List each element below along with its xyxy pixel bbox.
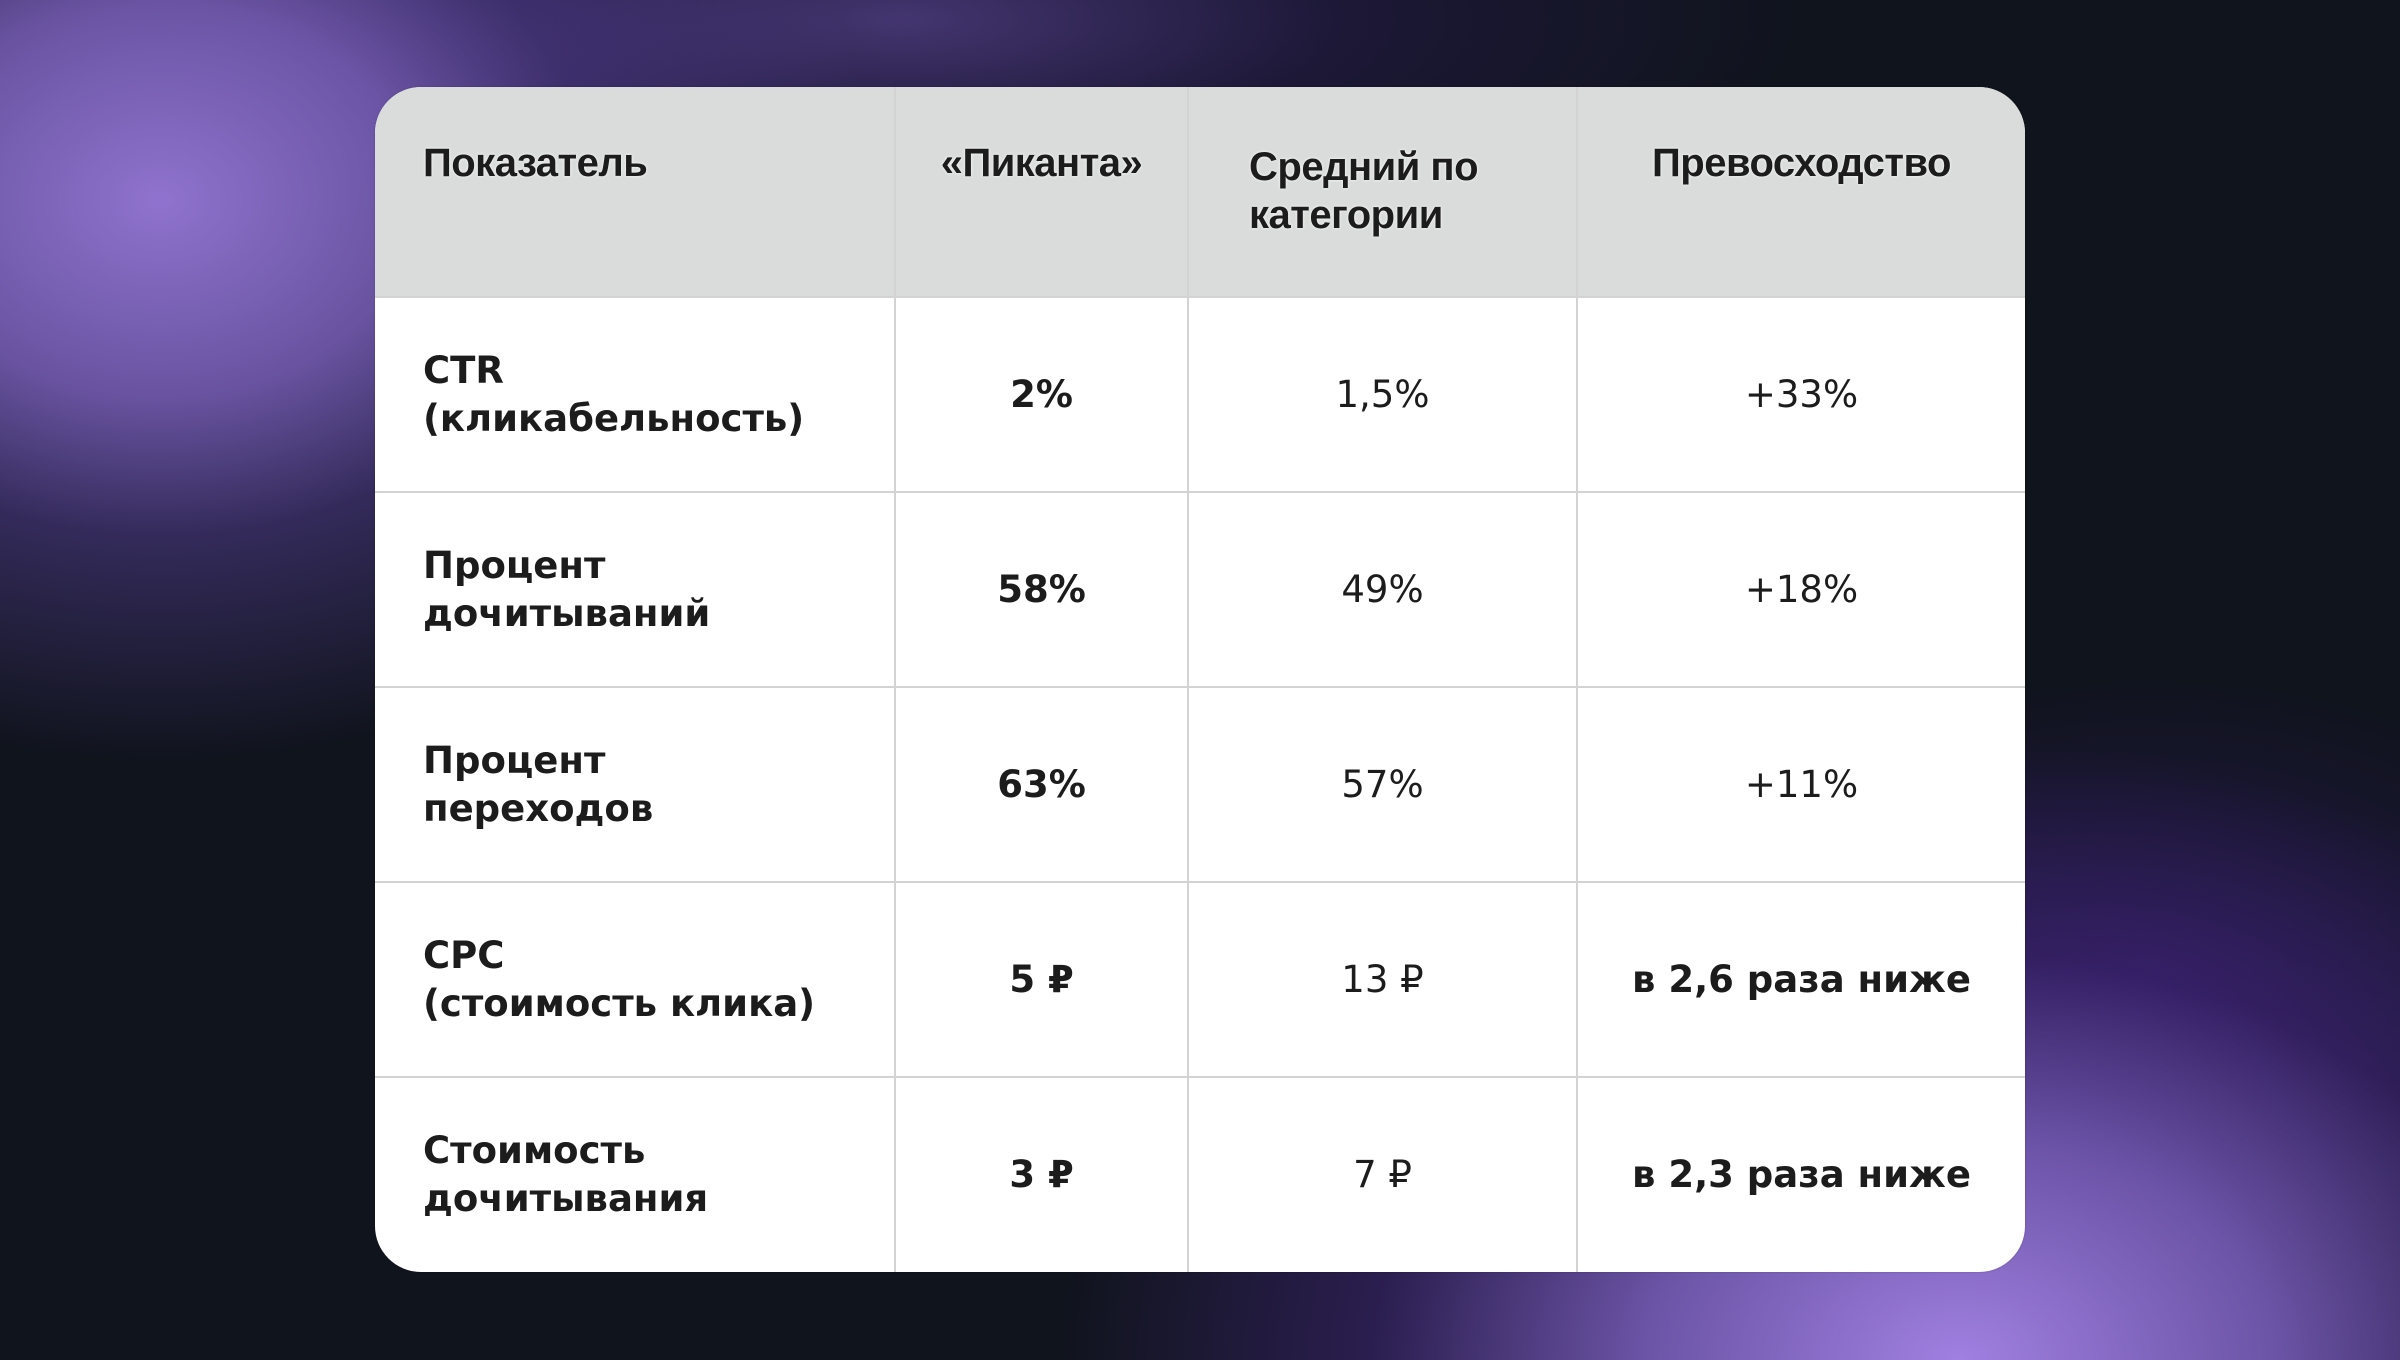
table-row: Процент дочитываний 58% 49% +18%: [375, 491, 2025, 687]
advantage-value: +11%: [1576, 686, 2025, 882]
table-row: Процент переходов 63% 57% +11%: [375, 686, 2025, 882]
header-brand: «Пиканта»: [894, 87, 1188, 297]
metric-name: CPC: [423, 933, 505, 977]
header-metric: Показатель: [375, 87, 895, 297]
metric-description: переходов: [423, 786, 654, 830]
brand-value: 3 ₽: [894, 1076, 1188, 1272]
header-category-average: Средний по категории: [1187, 87, 1577, 297]
brand-value: 63%: [894, 686, 1188, 882]
metric-description: (кликабельность): [423, 396, 805, 440]
brand-value: 5 ₽: [894, 881, 1188, 1077]
category-average-value: 57%: [1187, 686, 1577, 882]
brand-value: 2%: [894, 296, 1188, 492]
advantage-value: +18%: [1576, 491, 2025, 687]
metric-name: Стоимость: [423, 1129, 646, 1172]
metric-cell: Стоимость дочитывания: [375, 1076, 895, 1272]
category-average-value: 49%: [1187, 491, 1577, 687]
advantage-value: в 2,3 раза ниже: [1576, 1076, 2025, 1272]
comparison-table-card: Показатель «Пиканта» Средний по категори…: [375, 87, 2025, 1272]
table-row: CPC (стоимость клика) 5 ₽ 13 ₽ в 2,6 раз…: [375, 881, 2025, 1077]
metric-description: дочитывания: [423, 1177, 709, 1220]
category-average-value: 1,5%: [1187, 296, 1577, 492]
metric-name: Процент: [423, 543, 606, 587]
metric-description: (стоимость клика): [423, 981, 816, 1025]
advantage-value: +33%: [1576, 296, 2025, 492]
metric-name: CTR: [423, 348, 504, 392]
metric-cell: Процент дочитываний: [375, 491, 895, 687]
category-average-value: 7 ₽: [1187, 1076, 1577, 1272]
advantage-value: в 2,6 раза ниже: [1576, 881, 2025, 1077]
metric-cell: CPC (стоимость клика): [375, 881, 895, 1077]
category-average-value: 13 ₽: [1187, 881, 1577, 1077]
comparison-table: Показатель «Пиканта» Средний по категори…: [375, 87, 2025, 1272]
metric-cell: CTR (кликабельность): [375, 296, 895, 492]
table-row: Стоимость дочитывания 3 ₽ 7 ₽ в 2,3 раза…: [375, 1076, 2025, 1272]
header-category-average-line2: категории: [1249, 193, 1443, 237]
table-row: CTR (кликабельность) 2% 1,5% +33%: [375, 296, 2025, 492]
metric-name: Процент: [423, 738, 606, 782]
metric-cell: Процент переходов: [375, 686, 895, 882]
metric-description: дочитываний: [423, 591, 711, 635]
table-header-row: Показатель «Пиканта» Средний по категори…: [375, 87, 2025, 297]
brand-value: 58%: [894, 491, 1188, 687]
header-advantage: Превосходство: [1576, 87, 2025, 297]
header-category-average-line1: Средний по: [1249, 145, 1479, 189]
